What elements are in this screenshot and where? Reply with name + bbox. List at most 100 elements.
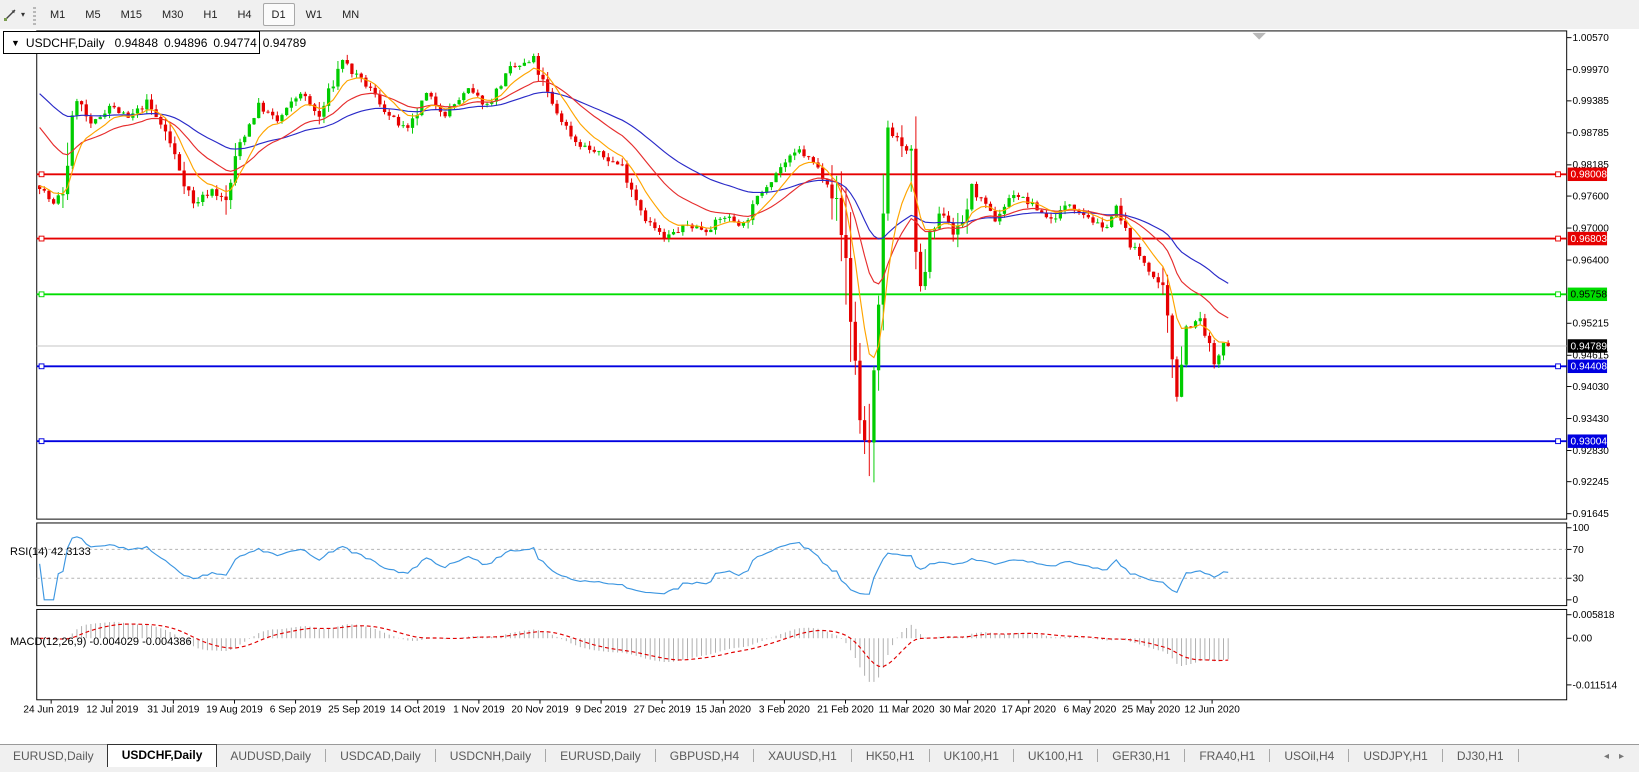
candle-body bbox=[308, 96, 312, 105]
timeframe-button-m15[interactable]: M15 bbox=[120, 8, 142, 21]
timeframe-toolbar: ▾ M1 M5 M15 M30 H1 H4 D1 W1 MN bbox=[0, 0, 1639, 30]
price-tag-0.96803: 0.96803 bbox=[1567, 231, 1607, 246]
candle-body bbox=[541, 74, 545, 80]
hline-handle[interactable] bbox=[1555, 171, 1561, 178]
hline-handle[interactable] bbox=[38, 363, 45, 370]
candle-body bbox=[979, 197, 983, 199]
candle-body bbox=[312, 104, 317, 111]
timeframe-button-mn[interactable]: MN bbox=[342, 8, 360, 21]
date-axis-label: 6 May 2020 bbox=[1064, 704, 1117, 715]
chart-tab-eurusd[interactable]: EURUSD,Daily bbox=[13, 749, 94, 763]
main-price-panel[interactable] bbox=[36, 30, 1568, 520]
chart-tab-usdcnh[interactable]: USDCNH,Daily bbox=[449, 749, 532, 763]
candle-body bbox=[1091, 217, 1095, 223]
hline-handle[interactable] bbox=[1555, 363, 1561, 370]
candle-body bbox=[909, 148, 913, 151]
hline-handle[interactable] bbox=[1555, 438, 1561, 445]
tab-separator bbox=[545, 749, 547, 762]
timeframe-button-h4[interactable]: H4 bbox=[237, 8, 252, 21]
timeframe-button-d1[interactable]: D1 bbox=[262, 3, 295, 26]
date-axis-label: 27 Dec 2019 bbox=[634, 704, 692, 715]
chevron-left-icon[interactable]: ◂ bbox=[1603, 750, 1609, 762]
candle-body bbox=[546, 79, 550, 92]
chevron-right-icon[interactable]: ▸ bbox=[1618, 750, 1624, 762]
chevron-down-icon[interactable]: ▾ bbox=[21, 10, 26, 19]
chart-canvas[interactable]: 1.00570 0.99970 0.99385 0.98785 0.98185 0.976… bbox=[0, 29, 1639, 744]
chart-tab-fra40[interactable]: FRA40,H1 bbox=[1199, 749, 1256, 763]
candle-body bbox=[406, 125, 410, 128]
price-axis-label: 0.98785 bbox=[1572, 128, 1609, 139]
timeframe-button-m30[interactable]: M30 bbox=[161, 8, 184, 21]
chart-tab-audusd[interactable]: AUDUSD,Daily bbox=[230, 749, 312, 763]
price-tag-0.95758-bg bbox=[1567, 287, 1608, 302]
chart-tab-usoil[interactable]: USOil,H4 bbox=[1284, 749, 1335, 763]
candle-body bbox=[280, 115, 284, 122]
line-studies-icon[interactable] bbox=[2, 6, 20, 24]
candle-body bbox=[774, 173, 778, 183]
candle-body bbox=[457, 100, 461, 105]
candle-body bbox=[783, 162, 788, 168]
candle-body bbox=[1072, 204, 1076, 210]
chart-tab-uk100[interactable]: UK100,H1 bbox=[1027, 749, 1084, 763]
chart-tab-dj30[interactable]: DJ30,H1 bbox=[1456, 749, 1504, 763]
timeframe-button-m1[interactable]: M1 bbox=[50, 8, 66, 21]
candle-body bbox=[1114, 205, 1118, 217]
date-axis-label: 19 Aug 2019 bbox=[206, 704, 263, 715]
candle-body bbox=[373, 87, 377, 95]
candle-body bbox=[1170, 315, 1174, 360]
chart-tab-ger30[interactable]: GER30,H1 bbox=[1112, 749, 1171, 763]
candle-body bbox=[965, 209, 969, 222]
chart-tab-usdjpy[interactable]: USDJPY,H1 bbox=[1363, 749, 1428, 763]
macd-panel[interactable] bbox=[36, 608, 1568, 701]
candle-body bbox=[555, 103, 559, 114]
chart-tab-uk100[interactable]: UK100,H1 bbox=[943, 749, 999, 763]
timeframe-button-w1[interactable]: W1 bbox=[305, 8, 323, 21]
hline-handle[interactable] bbox=[38, 235, 45, 242]
chart-tab-xauusd[interactable]: XAUUSD,H1 bbox=[768, 749, 837, 763]
chart-tab-usdcad[interactable]: USDCAD,Daily bbox=[340, 749, 421, 763]
chart-tab-usdchf-active[interactable]: USDCHF,Daily bbox=[106, 744, 218, 767]
chart-tab-eurusd[interactable]: EURUSD,Daily bbox=[560, 749, 641, 763]
candle-body bbox=[1058, 210, 1063, 219]
tab-separator bbox=[1269, 749, 1271, 762]
candle-body bbox=[508, 66, 513, 74]
candle-body bbox=[1175, 359, 1179, 397]
date-axis-label: 11 Mar 2020 bbox=[879, 704, 935, 715]
chart-tab-gbpusd[interactable]: GBPUSD,H4 bbox=[669, 749, 740, 763]
candle-body bbox=[699, 226, 704, 230]
candle-body bbox=[294, 98, 298, 102]
candle-body bbox=[1082, 212, 1086, 215]
tab-separator bbox=[1097, 749, 1099, 762]
chevron-down-icon[interactable]: ▼ bbox=[11, 37, 20, 48]
candle-body bbox=[1184, 326, 1188, 365]
candle-body bbox=[587, 145, 592, 150]
candle-body bbox=[364, 77, 368, 87]
chart-tabbar: EURUSD,Daily USDCHF,Daily AUDUSD,Daily USDC… bbox=[0, 744, 1639, 767]
candle-body bbox=[299, 93, 303, 99]
date-axis-label: 21 Feb 2020 bbox=[817, 704, 874, 715]
rsi-panel[interactable] bbox=[36, 522, 1568, 607]
chart-tab-hk50[interactable]: HK50,H1 bbox=[865, 749, 915, 763]
candle-body bbox=[629, 182, 634, 190]
candle-body bbox=[224, 196, 228, 201]
candle-body bbox=[1165, 285, 1170, 316]
chart-window[interactable]: 1.00570 0.99970 0.99385 0.98785 0.98185 0.976… bbox=[0, 29, 1639, 744]
candle-body bbox=[942, 213, 946, 216]
ma-line-45 bbox=[39, 91, 1229, 284]
price-tag-0.95758: 0.95758 bbox=[1567, 287, 1608, 302]
candle-body bbox=[396, 116, 401, 126]
hline-handle[interactable] bbox=[1555, 291, 1561, 298]
timeframe-button-h1[interactable]: H1 bbox=[203, 8, 218, 21]
candle-body bbox=[802, 149, 806, 157]
timeframe-button-m5[interactable]: M5 bbox=[85, 8, 101, 21]
candle-body bbox=[219, 195, 224, 197]
candle-body bbox=[1198, 318, 1202, 322]
chart-shift-marker[interactable] bbox=[1252, 32, 1266, 40]
candle-body bbox=[187, 186, 191, 191]
hline-handle[interactable] bbox=[1555, 235, 1561, 242]
candle-body bbox=[1040, 210, 1044, 213]
hline-handle[interactable] bbox=[38, 291, 45, 298]
hline-handle[interactable] bbox=[38, 171, 45, 178]
candle-body bbox=[168, 131, 172, 144]
hline-handle[interactable] bbox=[38, 438, 45, 445]
